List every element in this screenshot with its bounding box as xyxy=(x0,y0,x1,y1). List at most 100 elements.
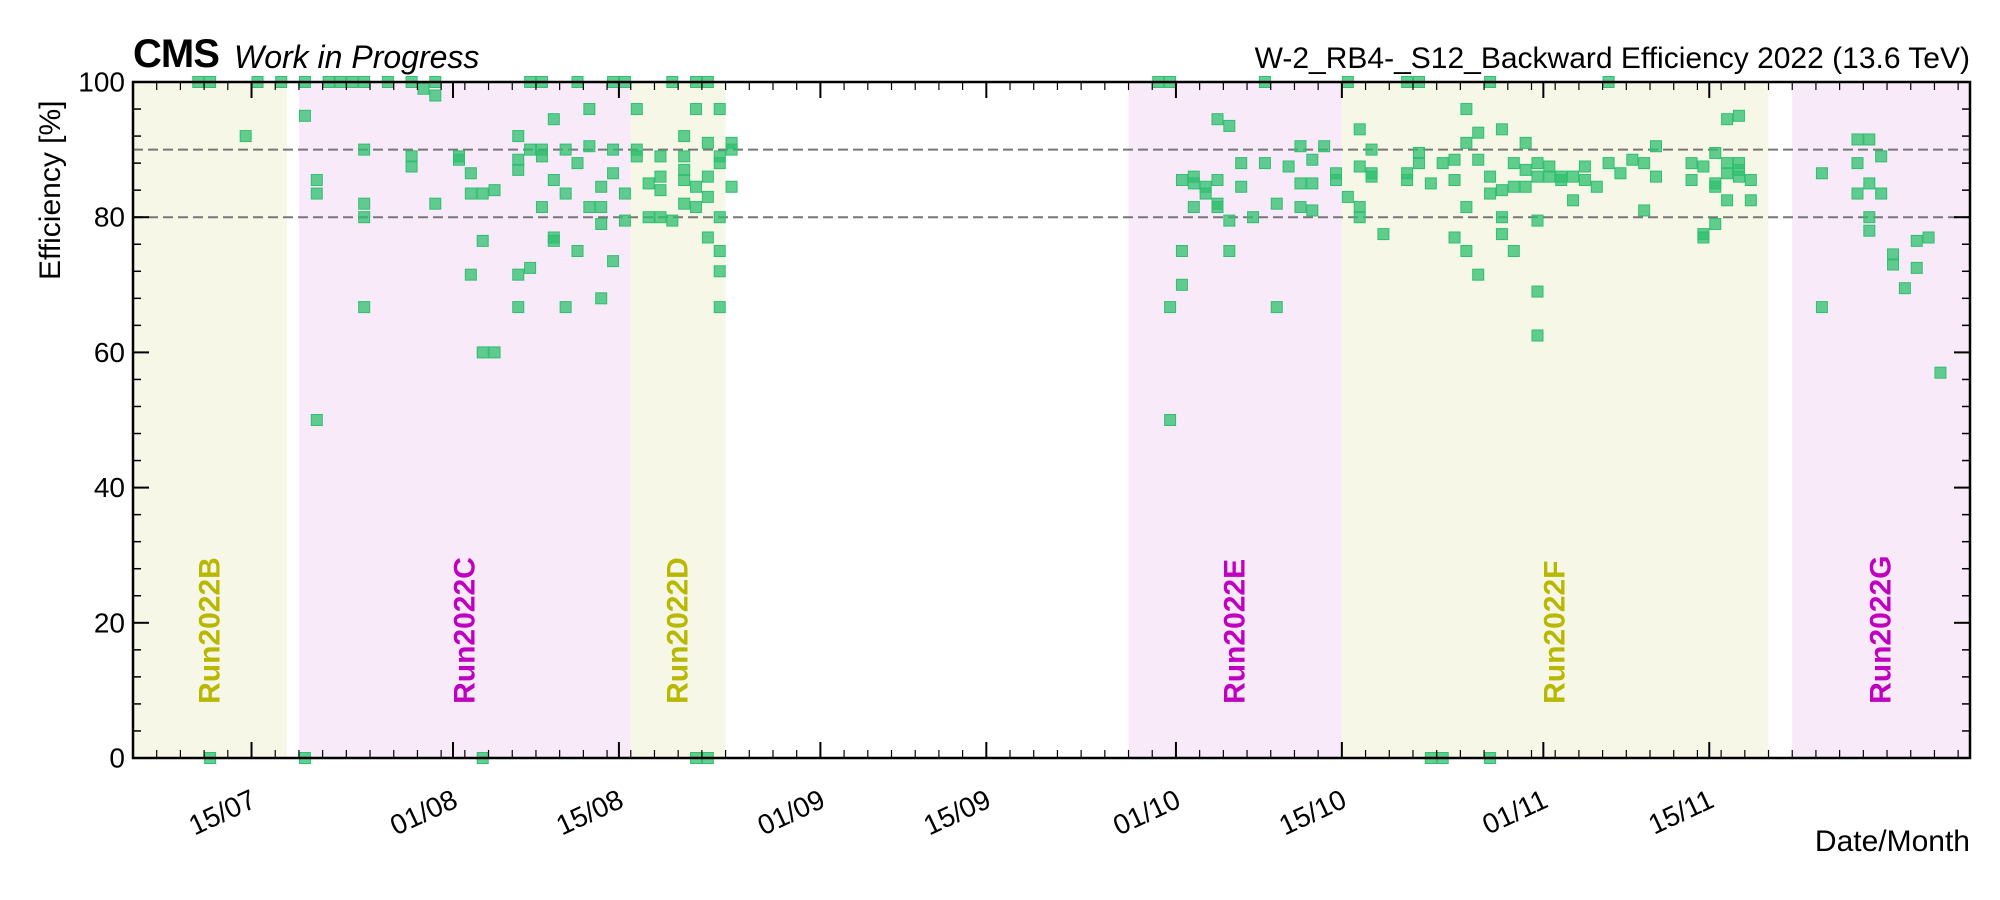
data-point xyxy=(595,201,608,214)
chart-title: W-2_RB4-_S12_Backward Efficiency 2022 (1… xyxy=(1254,42,1970,75)
data-point xyxy=(1697,160,1710,173)
y-tick-label: 0 xyxy=(109,743,125,774)
data-point xyxy=(476,346,489,359)
data-point xyxy=(678,130,691,143)
run-label: Run2022D xyxy=(662,557,695,704)
data-point xyxy=(524,143,537,156)
data-point xyxy=(1306,204,1319,217)
run-label: Run2022E xyxy=(1219,559,1252,704)
data-point xyxy=(429,197,442,210)
data-point xyxy=(512,268,525,281)
data-point xyxy=(1235,180,1248,193)
data-point xyxy=(1875,150,1888,163)
data-point xyxy=(1555,170,1568,183)
data-point xyxy=(1164,414,1177,426)
run-label: Run2022G xyxy=(1865,556,1898,704)
data-point xyxy=(559,301,572,314)
data-point xyxy=(1223,245,1236,257)
data-point xyxy=(654,150,667,163)
y-tick-label: 20 xyxy=(94,607,125,638)
data-point xyxy=(1531,170,1544,183)
data-point xyxy=(1187,201,1200,214)
data-point xyxy=(1531,329,1544,342)
data-point xyxy=(1448,174,1461,187)
data-point xyxy=(654,170,667,183)
data-point xyxy=(713,157,726,170)
data-point xyxy=(1519,180,1532,193)
data-point xyxy=(1851,157,1864,170)
data-point xyxy=(1934,366,1947,379)
data-point xyxy=(1685,157,1698,170)
x-tick-label: 01/10 xyxy=(1108,783,1185,841)
data-point xyxy=(1330,174,1343,187)
data-point xyxy=(1650,170,1663,183)
data-point xyxy=(1460,103,1473,116)
data-point xyxy=(1353,123,1366,136)
data-point xyxy=(1531,285,1544,298)
data-point xyxy=(1650,140,1663,153)
data-point xyxy=(678,197,691,210)
data-point xyxy=(1460,201,1473,214)
data-point xyxy=(1164,301,1177,314)
data-point xyxy=(583,103,596,116)
data-point xyxy=(654,211,667,224)
data-point xyxy=(1626,153,1639,166)
data-point xyxy=(1721,194,1734,207)
data-point xyxy=(512,163,525,176)
data-point xyxy=(583,201,596,214)
data-point xyxy=(1638,157,1651,170)
data-point xyxy=(1685,174,1698,187)
experiment-label: CMS xyxy=(133,32,220,76)
data-point xyxy=(1472,126,1485,139)
data-point xyxy=(1519,163,1532,176)
data-point xyxy=(1341,190,1354,203)
x-axis-label: Date/Month xyxy=(1814,825,1970,858)
data-point xyxy=(701,136,714,149)
data-point xyxy=(1401,174,1414,187)
data-point xyxy=(452,153,465,166)
data-point xyxy=(1484,187,1497,200)
data-point xyxy=(1175,245,1188,257)
data-point xyxy=(1863,211,1876,224)
data-point xyxy=(1294,140,1307,153)
data-point xyxy=(1495,184,1508,197)
data-point xyxy=(310,187,323,200)
data-point xyxy=(1175,278,1188,291)
data-point xyxy=(630,103,643,116)
y-tick-label: 80 xyxy=(94,202,125,233)
data-point xyxy=(1294,201,1307,214)
data-point xyxy=(405,150,418,163)
data-point xyxy=(1709,180,1722,193)
data-point xyxy=(1567,170,1580,183)
data-point xyxy=(559,143,572,156)
data-point xyxy=(464,268,477,281)
data-point xyxy=(1282,160,1295,173)
data-point xyxy=(1424,177,1437,190)
data-point xyxy=(618,214,631,227)
data-point xyxy=(476,234,489,247)
data-point xyxy=(1211,197,1224,210)
data-point xyxy=(1543,160,1556,173)
data-point xyxy=(1472,153,1485,166)
data-point xyxy=(512,153,525,166)
data-point xyxy=(678,174,691,187)
data-point xyxy=(512,130,525,143)
data-point xyxy=(1495,211,1508,224)
data-point xyxy=(547,113,560,126)
data-point xyxy=(547,231,560,244)
data-point xyxy=(464,167,477,180)
data-point xyxy=(1578,174,1591,187)
data-point xyxy=(1507,157,1520,170)
data-point xyxy=(595,292,608,305)
run-band xyxy=(1341,82,1769,758)
data-point xyxy=(1519,136,1532,149)
data-point xyxy=(1436,157,1449,170)
data-point xyxy=(713,245,726,257)
data-point xyxy=(1744,194,1757,207)
data-point xyxy=(571,245,584,257)
x-tick-label: 15/11 xyxy=(1644,783,1719,840)
plot-frame xyxy=(131,80,1972,760)
data-point xyxy=(488,346,501,359)
data-point xyxy=(417,82,430,95)
data-point xyxy=(1448,231,1461,244)
